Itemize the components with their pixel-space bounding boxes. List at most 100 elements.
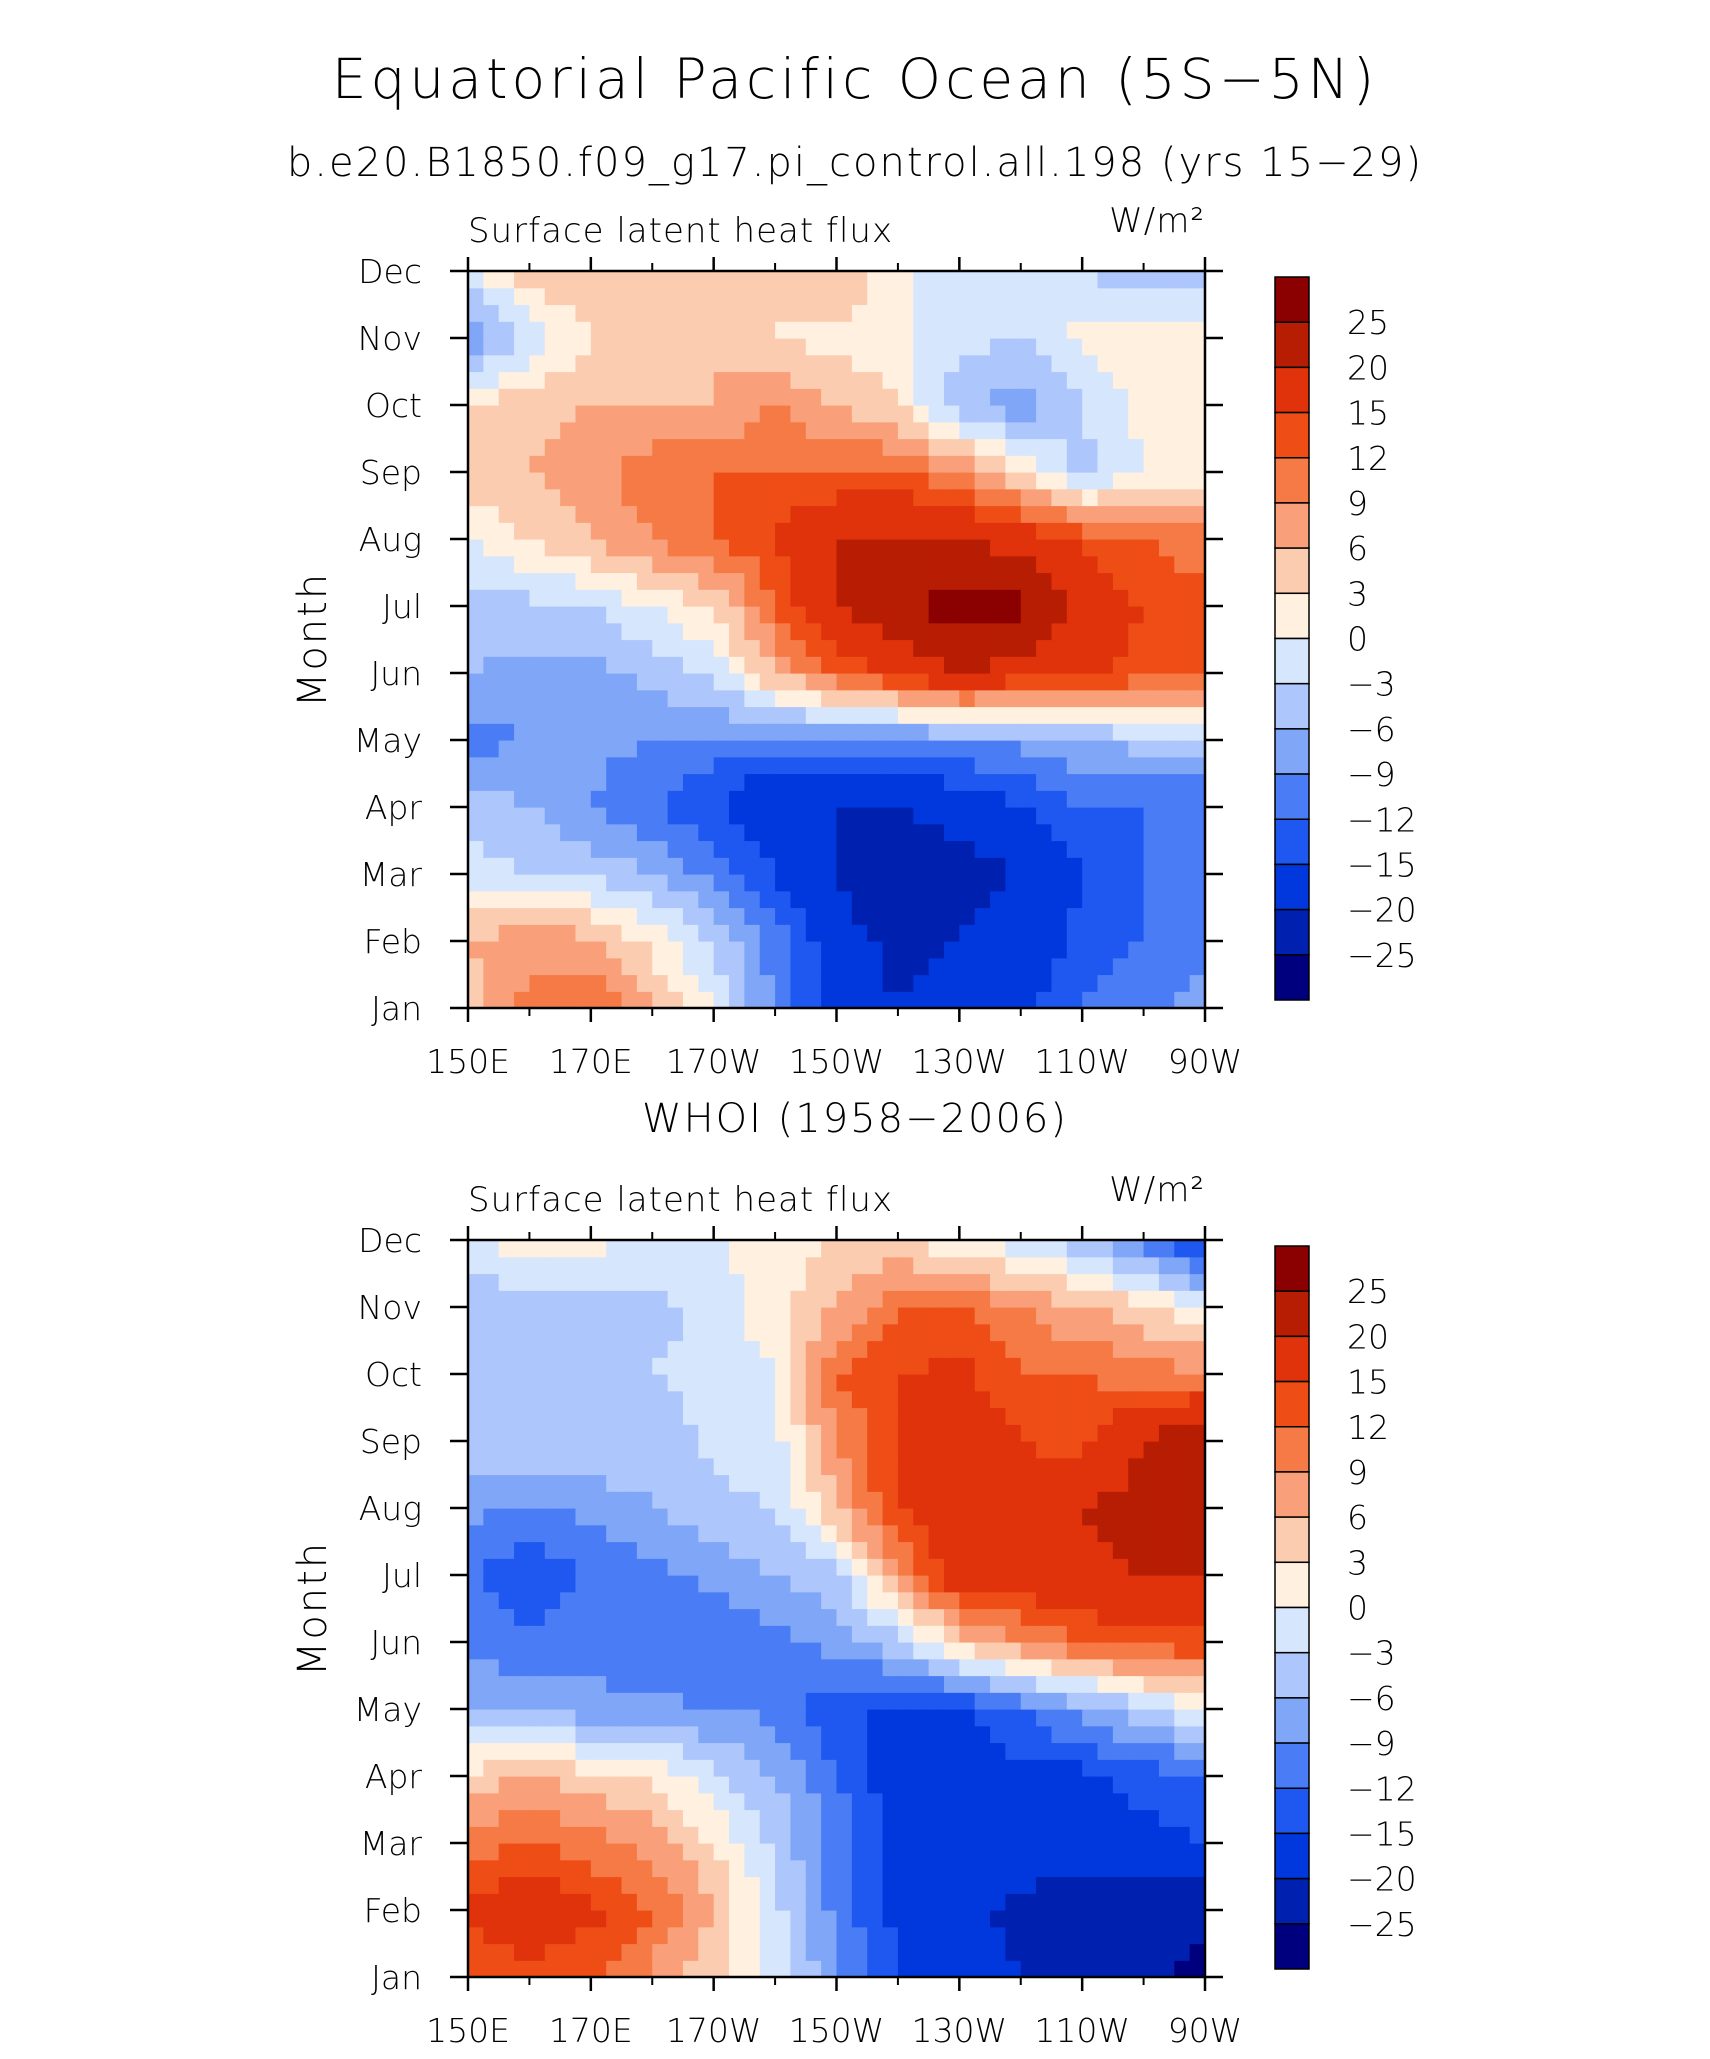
heatmap-cell [851,1675,868,1693]
heatmap-cell [744,1926,761,1945]
heatmap-cell [759,338,776,356]
heatmap-cell [468,1893,484,1911]
heatmap-cell [744,321,761,339]
heatmap-cell [759,1809,776,1827]
heatmap-cell [867,271,884,289]
heatmap-cell [913,321,930,339]
colorbar-label: 6 [1347,1498,1368,1537]
heatmap-cell [990,1675,1006,1693]
heatmap-cell [1005,1859,1022,1878]
heatmap-cell [1097,1357,1114,1375]
heatmap-cell [606,723,623,741]
heatmap-cell [514,1960,531,1977]
heatmap-cell [636,941,653,959]
heatmap-cell [882,1625,899,1643]
heatmap-cell [652,1675,669,1693]
heatmap-cell [514,1658,531,1677]
heatmap-cell [498,572,515,590]
heatmap-cell [1097,488,1114,507]
heatmap-cell [713,1240,730,1258]
heatmap-cell [652,1725,669,1744]
heatmap-cell [897,706,914,724]
heatmap-cell [713,304,730,322]
heatmap-cell [1143,488,1160,507]
heatmap-cell [713,907,730,925]
heatmap-cell [1174,957,1191,976]
colorbar-label: −25 [1347,1905,1417,1944]
heatmap-cell [529,1608,546,1626]
heatmap-cell [606,1742,623,1760]
heatmap-cell [498,1809,515,1827]
heatmap-cell [468,1323,484,1342]
heatmap-cell [959,689,976,708]
heatmap-cell [943,304,960,322]
heatmap-cell [990,622,1006,641]
heatmap-cell [713,455,730,473]
heatmap-cell [990,505,1006,523]
heatmap-cell [560,1859,577,1878]
heatmap-cell [514,1859,531,1878]
heatmap-cell [759,706,776,724]
heatmap-cell [974,857,991,875]
heatmap-cell [575,857,592,875]
heatmap-cell [1158,673,1175,691]
heatmap-cell [1020,271,1037,289]
heatmap-cell [928,1859,945,1878]
heatmap-cell [1020,1508,1037,1526]
heatmap-cell [1051,1642,1068,1660]
heatmap-cell [1189,321,1205,339]
heatmap-cell [1189,622,1205,641]
heatmap-cell [1097,1960,1114,1977]
heatmap-cell [775,773,792,791]
heatmap-cell [1189,405,1205,423]
heatmap-cell [729,1508,745,1526]
heatmap-cell [836,890,853,909]
heatmap-cell [836,589,853,607]
heatmap-cell [851,271,868,289]
heatmap-cell [1189,1508,1205,1526]
heatmap-cell [1036,1910,1053,1928]
heatmap-cell [1143,1759,1160,1777]
heatmap-cell [836,1524,853,1543]
heatmap-cell [867,874,884,892]
heatmap-cell [713,1776,730,1794]
heatmap-cell [897,1608,914,1626]
heatmap-cell [468,1776,484,1794]
heatmap-cell [1143,673,1160,691]
heatmap-cell [698,1876,715,1894]
heatmap-cell [943,589,960,607]
heatmap-cell [974,991,991,1008]
heatmap-cell [621,1307,638,1325]
heatmap-cell [897,1792,914,1811]
y-tick-label: Jul [382,1556,422,1595]
heatmap-cell [913,1390,930,1409]
heatmap-cell [1036,907,1053,925]
heatmap-cell [1143,957,1160,976]
heatmap-cell [836,1859,853,1878]
heatmap-cell [575,1725,592,1744]
heatmap-cell [775,1642,792,1660]
heatmap-cell [990,1491,1006,1509]
heatmap-cell [1112,1524,1129,1543]
heatmap-cell [698,321,715,339]
heatmap-cell [1051,1709,1068,1727]
heatmap-cell [1112,1876,1129,1894]
heatmap-cell [974,1424,991,1442]
heatmap-cell [1051,622,1068,641]
heatmap-cell [744,1876,761,1894]
heatmap-cell [990,1390,1006,1409]
heatmap-cell [790,1759,807,1777]
heatmap-cell [851,371,868,389]
heatmap-cell [790,505,807,523]
heatmap-cell [1128,823,1145,842]
heatmap-cell [606,455,623,473]
heatmap-cell [575,1524,592,1543]
heatmap-cell [652,1792,669,1811]
heatmap-cell [544,1776,561,1794]
heatmap-cell [1082,656,1099,674]
heatmap-cell [514,857,531,875]
heatmap-cell [1020,1893,1037,1911]
heatmap-cell [682,304,699,322]
heatmap-cell [529,957,546,976]
heatmap-cell [682,271,699,289]
